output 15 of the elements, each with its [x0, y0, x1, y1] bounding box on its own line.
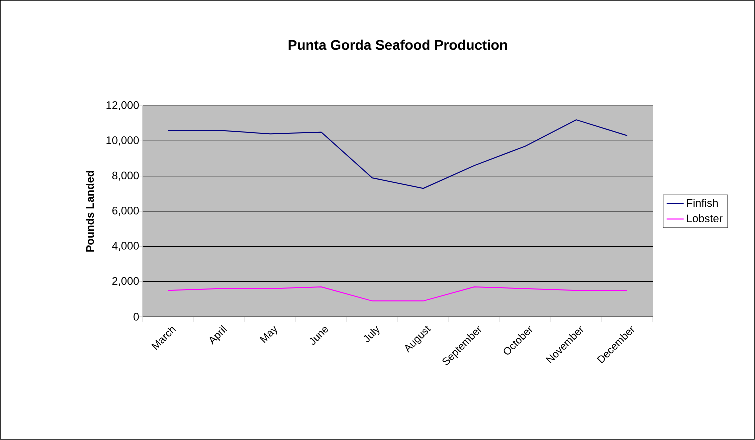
line-series: [168, 286, 628, 302]
y-tick-label: 4,000: [112, 242, 140, 252]
chart-title: Punta Gorda Seafood Production: [288, 40, 508, 50]
y-tick-label: 6,000: [112, 206, 140, 216]
legend-label: Finfish: [687, 199, 718, 208]
x-tick-label: July: [364, 326, 380, 342]
y-tick-label: 8,000: [112, 172, 140, 181]
line-series: [168, 120, 628, 190]
legend-label: Lobster: [687, 214, 723, 223]
x-tick-label: May: [260, 326, 278, 344]
y-axis-title: Pounds Landed: [86, 171, 94, 252]
y-tick-label: 2,000: [112, 277, 140, 286]
y-tick-label: 10,000: [106, 136, 140, 146]
y-tick-label: 0: [134, 313, 140, 321]
y-tick-label: 12,000: [106, 101, 140, 111]
